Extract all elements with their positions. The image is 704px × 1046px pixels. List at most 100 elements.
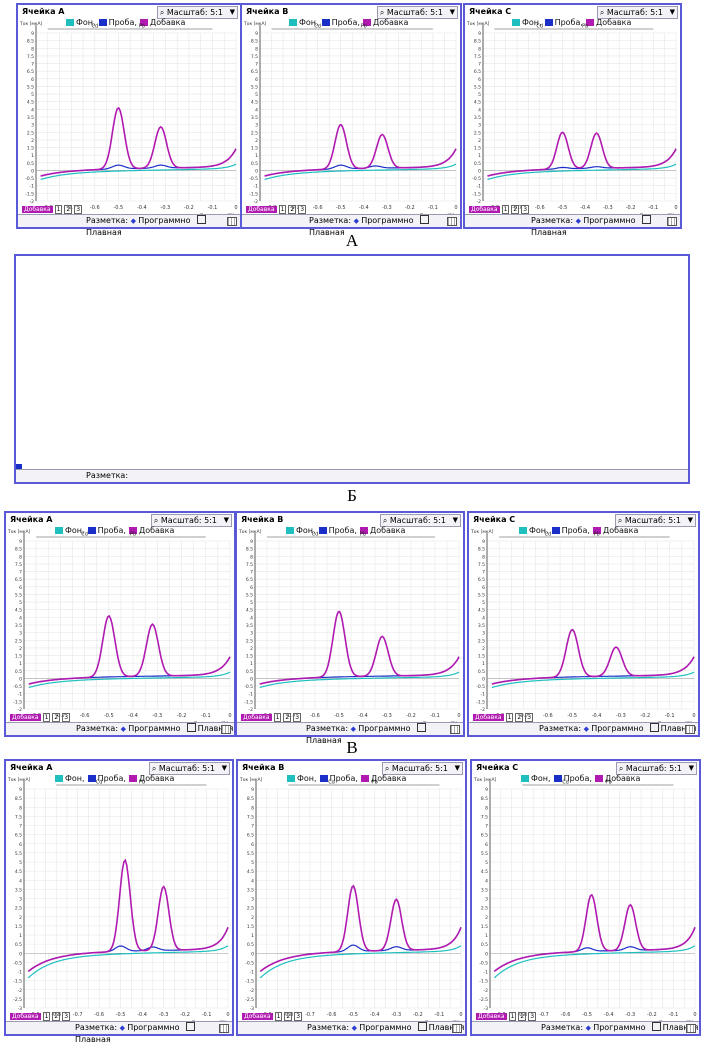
option-programmno[interactable]: Программно bbox=[127, 1023, 180, 1032]
legend-swatch bbox=[553, 775, 562, 782]
y-tick-label: -3 bbox=[18, 1006, 23, 1012]
option-programmno[interactable]: Программно bbox=[359, 1023, 412, 1032]
legend-swatch bbox=[286, 527, 294, 534]
y-tick-label: 2.5 bbox=[247, 906, 254, 912]
tab-dobavka[interactable]: Добавка bbox=[246, 206, 277, 213]
page-button[interactable]: 3 bbox=[62, 1012, 71, 1021]
page-button[interactable]: 2 bbox=[52, 713, 61, 722]
legend-entry: Фон, bbox=[531, 774, 551, 783]
page-button[interactable]: 3 bbox=[521, 205, 530, 214]
grid-icon[interactable] bbox=[227, 217, 237, 226]
option-programmno[interactable]: Программно bbox=[591, 724, 644, 733]
page-button[interactable]: 1 bbox=[501, 205, 510, 214]
smooth-checkbox[interactable] bbox=[651, 1022, 661, 1031]
option-programmno[interactable]: Программно bbox=[358, 724, 411, 733]
option-programmno[interactable]: Программно bbox=[583, 216, 636, 225]
cell-title: Ячейка В bbox=[241, 515, 284, 524]
page-button[interactable]: 2 bbox=[518, 1012, 527, 1021]
page-button[interactable]: 2 bbox=[288, 205, 297, 214]
page-button[interactable]: 1 bbox=[278, 205, 287, 214]
legend-swatch bbox=[55, 775, 63, 782]
page-button[interactable]: 1 bbox=[273, 713, 282, 722]
y-tick-label: 7 bbox=[485, 824, 488, 830]
legend-entry: Фон, bbox=[76, 18, 96, 27]
cell-title: Ячейка А bbox=[10, 763, 53, 772]
series-line-dobavka bbox=[40, 106, 237, 177]
page-button[interactable]: 3 bbox=[62, 713, 71, 722]
page-button[interactable]: 1 bbox=[505, 713, 514, 722]
page-button[interactable]: 2 bbox=[52, 1012, 61, 1021]
y-tick-label: -1 bbox=[18, 970, 23, 976]
tab-dobavka[interactable]: Добавка bbox=[10, 714, 41, 721]
legend-swatch bbox=[592, 527, 601, 534]
page-button[interactable]: 3 bbox=[525, 713, 534, 722]
page-button[interactable]: 3 bbox=[293, 713, 302, 722]
zoom-select[interactable]: ⌕ Масштаб: 5:1 ▼ bbox=[156, 6, 238, 19]
tab-dobavka[interactable]: Добавка bbox=[10, 1013, 41, 1020]
page-button[interactable]: 2 bbox=[515, 713, 524, 722]
zoom-select[interactable]: ⌕ Масштаб: 5:1 ▼ bbox=[596, 6, 678, 19]
smooth-checkbox[interactable] bbox=[185, 1022, 195, 1031]
zoom-select[interactable]: ⌕ Масштаб: 5:1 ▼ bbox=[615, 762, 697, 775]
smooth-checkbox[interactable] bbox=[417, 1022, 427, 1031]
tab-dobavka[interactable]: Добавка bbox=[476, 1013, 507, 1020]
y-tick-label: 8 bbox=[19, 554, 22, 560]
option-programmno[interactable]: Программно bbox=[138, 216, 191, 225]
page-button[interactable]: 1 bbox=[274, 1012, 283, 1021]
y-tick-label: 1 bbox=[19, 661, 22, 667]
y-tick-label: 2.5 bbox=[481, 906, 488, 912]
page-button[interactable]: 3 bbox=[294, 1012, 303, 1021]
smooth-checkbox[interactable] bbox=[649, 723, 659, 732]
grid-icon[interactable] bbox=[685, 725, 695, 734]
option-programmno[interactable]: Программно bbox=[128, 724, 181, 733]
page-button[interactable]: 3 bbox=[74, 205, 83, 214]
legend: Фон, Проба, Добавка bbox=[283, 526, 405, 535]
page-button[interactable]: 3 bbox=[528, 1012, 537, 1021]
zoom-select[interactable]: ⌕ Масштаб: 5:1 ▼ bbox=[614, 514, 696, 527]
option-programmno[interactable]: Программно bbox=[593, 1023, 646, 1032]
grid-icon[interactable] bbox=[447, 217, 457, 226]
tab-dobavka[interactable]: Добавка bbox=[241, 714, 272, 721]
legend-swatch bbox=[66, 19, 74, 26]
y-axis-label: Ток [мкА] bbox=[7, 777, 31, 783]
page-button[interactable]: 1 bbox=[508, 1012, 517, 1021]
zoom-select[interactable]: ⌕ Масштаб: 5:1 ▼ bbox=[148, 762, 230, 775]
grid-icon[interactable] bbox=[686, 1024, 696, 1033]
grid-icon[interactable] bbox=[221, 725, 231, 734]
page-button[interactable]: 3 bbox=[298, 205, 307, 214]
legend-entry: Проба, bbox=[97, 526, 126, 535]
zoom-select[interactable]: ⌕ Масштаб: 5:1 ▼ bbox=[150, 514, 232, 527]
zoom-select[interactable]: ⌕ Масштаб: 5:1 ▼ bbox=[379, 514, 461, 527]
x-tick-label: 0 bbox=[226, 1012, 229, 1018]
panel-footer: Разметка: ◆ Программно Плавная bbox=[6, 722, 234, 735]
y-tick-label: 1.5 bbox=[247, 924, 254, 930]
smooth-checkbox[interactable] bbox=[416, 723, 426, 732]
grid-icon[interactable] bbox=[450, 725, 460, 734]
series-tab-row: Добавка 1 2 3 bbox=[10, 713, 71, 722]
smooth-checkbox[interactable] bbox=[186, 723, 196, 732]
page-button[interactable]: 1 bbox=[42, 1012, 51, 1021]
y-tick-label: 6 bbox=[19, 585, 22, 591]
y-tick-label: -2.5 bbox=[13, 997, 22, 1003]
page-button[interactable]: 1 bbox=[42, 713, 51, 722]
smooth-checkbox[interactable] bbox=[419, 215, 429, 224]
tab-dobavka[interactable]: Добавка bbox=[242, 1013, 273, 1020]
tab-dobavka[interactable]: Добавка bbox=[469, 206, 500, 213]
grid-icon[interactable] bbox=[452, 1024, 462, 1033]
option-programmno[interactable]: Программно bbox=[361, 216, 414, 225]
zoom-select[interactable]: ⌕ Масштаб: 5:1 ▼ bbox=[376, 6, 458, 19]
page-button[interactable]: 2 bbox=[283, 713, 292, 722]
page-button[interactable]: 2 bbox=[64, 205, 73, 214]
grid-icon[interactable] bbox=[667, 217, 677, 226]
tab-dobavka[interactable]: Добавка bbox=[22, 206, 53, 213]
page-button[interactable]: 1 bbox=[54, 205, 63, 214]
tab-dobavka[interactable]: Добавка bbox=[473, 714, 504, 721]
y-tick-label: 1.5 bbox=[481, 924, 488, 930]
page-button[interactable]: 2 bbox=[284, 1012, 293, 1021]
page-button[interactable]: 2 bbox=[511, 205, 520, 214]
smooth-checkbox[interactable] bbox=[196, 215, 206, 224]
smooth-checkbox[interactable] bbox=[641, 215, 651, 224]
grid-icon[interactable] bbox=[219, 1024, 229, 1033]
zoom-select[interactable]: ⌕ Масштаб: 5:1 ▼ bbox=[381, 762, 463, 775]
chart-panel: Ячейка С ⌕ Масштаб: 5:1 ▼ Фон, Проба, Добавка… bbox=[470, 759, 701, 1036]
